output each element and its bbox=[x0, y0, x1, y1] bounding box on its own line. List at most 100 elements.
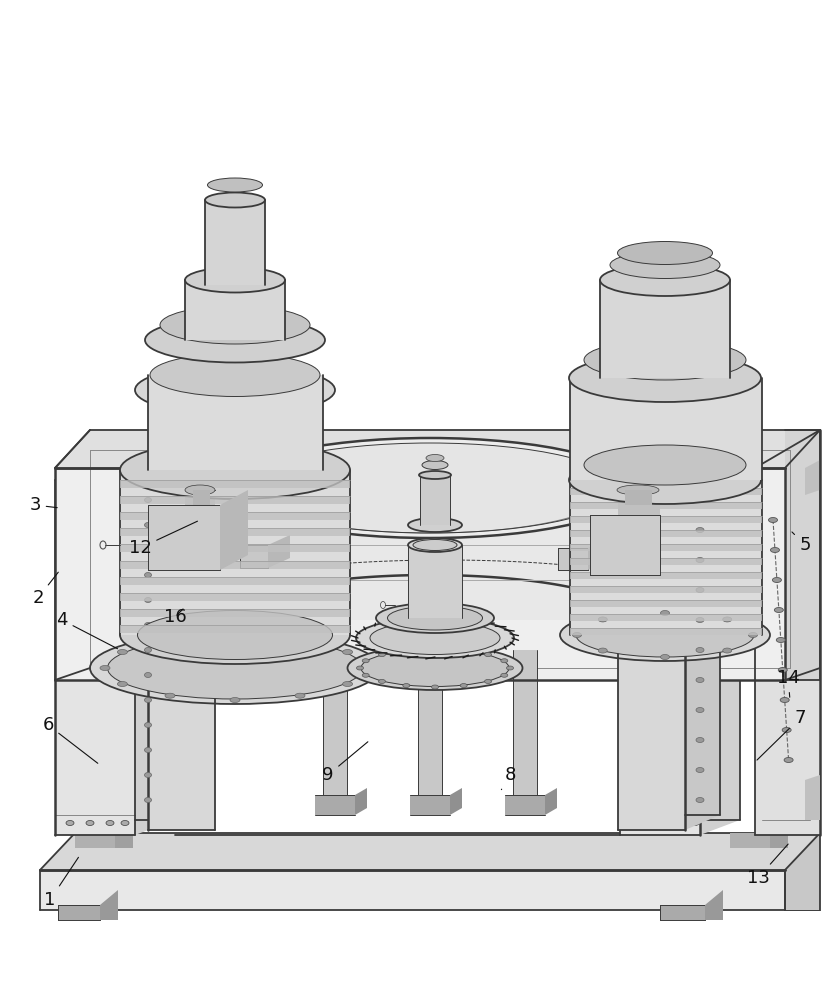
Ellipse shape bbox=[696, 738, 704, 742]
Ellipse shape bbox=[780, 698, 789, 702]
Polygon shape bbox=[545, 788, 557, 815]
Polygon shape bbox=[268, 535, 290, 568]
Ellipse shape bbox=[696, 558, 704, 562]
Ellipse shape bbox=[379, 679, 385, 683]
Ellipse shape bbox=[205, 192, 265, 208]
Ellipse shape bbox=[356, 666, 364, 670]
Text: 16: 16 bbox=[163, 608, 186, 626]
Ellipse shape bbox=[66, 820, 74, 826]
Ellipse shape bbox=[776, 638, 785, 643]
Ellipse shape bbox=[779, 668, 787, 672]
Ellipse shape bbox=[403, 648, 410, 652]
Text: 4: 4 bbox=[56, 611, 117, 649]
Ellipse shape bbox=[426, 454, 444, 462]
Ellipse shape bbox=[671, 820, 679, 826]
Text: 12: 12 bbox=[128, 521, 198, 557]
Polygon shape bbox=[40, 833, 820, 870]
Ellipse shape bbox=[696, 798, 704, 802]
Polygon shape bbox=[558, 548, 588, 570]
Ellipse shape bbox=[501, 659, 508, 663]
Polygon shape bbox=[570, 600, 762, 607]
Ellipse shape bbox=[165, 693, 175, 698]
Ellipse shape bbox=[408, 518, 462, 532]
Polygon shape bbox=[315, 795, 355, 815]
Ellipse shape bbox=[107, 637, 363, 699]
Ellipse shape bbox=[432, 685, 438, 689]
Ellipse shape bbox=[86, 820, 94, 826]
Ellipse shape bbox=[660, 610, 670, 615]
Ellipse shape bbox=[144, 748, 152, 752]
Ellipse shape bbox=[572, 633, 582, 638]
Ellipse shape bbox=[748, 633, 758, 638]
Ellipse shape bbox=[432, 647, 438, 651]
Ellipse shape bbox=[137, 610, 333, 660]
Ellipse shape bbox=[660, 654, 670, 660]
Ellipse shape bbox=[722, 617, 732, 622]
Ellipse shape bbox=[117, 650, 127, 654]
Ellipse shape bbox=[768, 518, 778, 522]
Polygon shape bbox=[730, 833, 770, 848]
Polygon shape bbox=[620, 480, 700, 835]
Polygon shape bbox=[120, 561, 350, 569]
Ellipse shape bbox=[144, 772, 152, 778]
Text: 5: 5 bbox=[792, 532, 810, 554]
Ellipse shape bbox=[618, 241, 712, 264]
Ellipse shape bbox=[774, 607, 784, 612]
Ellipse shape bbox=[120, 441, 350, 499]
Polygon shape bbox=[220, 490, 248, 570]
Ellipse shape bbox=[610, 251, 720, 278]
Ellipse shape bbox=[600, 264, 730, 296]
Ellipse shape bbox=[576, 613, 754, 657]
Polygon shape bbox=[40, 870, 785, 910]
Ellipse shape bbox=[295, 638, 305, 643]
Polygon shape bbox=[148, 480, 215, 830]
Ellipse shape bbox=[295, 693, 305, 698]
Ellipse shape bbox=[584, 445, 746, 485]
Ellipse shape bbox=[598, 617, 608, 622]
Ellipse shape bbox=[773, 578, 781, 582]
Ellipse shape bbox=[376, 603, 494, 633]
Polygon shape bbox=[58, 905, 100, 920]
Polygon shape bbox=[660, 905, 705, 920]
Ellipse shape bbox=[403, 684, 410, 688]
Ellipse shape bbox=[782, 728, 791, 732]
Ellipse shape bbox=[100, 666, 110, 670]
Polygon shape bbox=[100, 890, 118, 920]
Polygon shape bbox=[55, 468, 785, 680]
Polygon shape bbox=[618, 480, 685, 830]
Polygon shape bbox=[120, 528, 350, 536]
Ellipse shape bbox=[501, 673, 508, 677]
Ellipse shape bbox=[230, 698, 240, 702]
Ellipse shape bbox=[185, 267, 285, 292]
Polygon shape bbox=[408, 545, 462, 618]
Ellipse shape bbox=[784, 758, 793, 762]
Ellipse shape bbox=[370, 621, 500, 654]
Polygon shape bbox=[570, 558, 762, 565]
Ellipse shape bbox=[696, 497, 704, 502]
Ellipse shape bbox=[362, 659, 370, 663]
Polygon shape bbox=[120, 512, 350, 520]
Polygon shape bbox=[685, 465, 720, 830]
Polygon shape bbox=[770, 818, 788, 848]
Polygon shape bbox=[570, 516, 762, 523]
Polygon shape bbox=[635, 462, 693, 620]
Polygon shape bbox=[450, 788, 462, 815]
Ellipse shape bbox=[379, 653, 385, 657]
Polygon shape bbox=[570, 480, 762, 635]
Ellipse shape bbox=[569, 456, 761, 504]
Polygon shape bbox=[355, 788, 367, 815]
Ellipse shape bbox=[696, 528, 704, 532]
Polygon shape bbox=[570, 378, 762, 480]
Ellipse shape bbox=[230, 634, 240, 639]
Ellipse shape bbox=[90, 632, 380, 704]
Text: 2: 2 bbox=[32, 572, 59, 607]
Polygon shape bbox=[225, 488, 635, 620]
Polygon shape bbox=[570, 544, 762, 551]
Ellipse shape bbox=[770, 548, 779, 552]
Text: 9: 9 bbox=[323, 742, 368, 784]
Polygon shape bbox=[590, 515, 660, 575]
Ellipse shape bbox=[144, 522, 152, 528]
Polygon shape bbox=[420, 475, 450, 525]
Ellipse shape bbox=[362, 673, 370, 677]
Polygon shape bbox=[193, 490, 210, 505]
